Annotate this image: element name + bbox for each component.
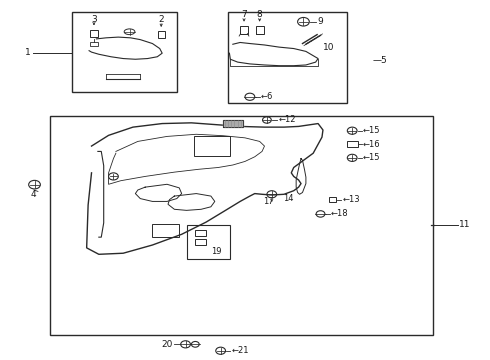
Text: 4: 4 xyxy=(30,190,36,199)
Text: ←15: ←15 xyxy=(363,126,380,135)
Bar xyxy=(158,31,165,38)
Text: —5: —5 xyxy=(373,56,388,65)
Text: 1: 1 xyxy=(25,48,30,57)
Bar xyxy=(90,30,98,37)
Bar xyxy=(194,136,230,156)
Bar xyxy=(329,197,336,202)
Bar xyxy=(228,12,347,103)
Bar xyxy=(50,116,433,336)
Text: 20: 20 xyxy=(162,340,173,349)
Text: 17: 17 xyxy=(263,197,274,206)
Bar xyxy=(187,225,230,259)
Bar xyxy=(240,26,248,34)
Text: ←15: ←15 xyxy=(363,153,380,162)
Bar xyxy=(90,42,98,46)
Bar xyxy=(72,12,177,93)
Bar xyxy=(152,224,179,237)
Text: ←6: ←6 xyxy=(261,92,273,101)
Text: 3: 3 xyxy=(91,15,97,24)
Text: ←13: ←13 xyxy=(343,195,360,204)
Polygon shape xyxy=(223,120,243,127)
Text: 8: 8 xyxy=(257,10,263,19)
Text: ←18: ←18 xyxy=(331,210,348,219)
Text: ←21: ←21 xyxy=(231,346,249,355)
Text: ←12: ←12 xyxy=(278,116,295,125)
Text: 10: 10 xyxy=(323,42,335,51)
Bar xyxy=(195,230,205,236)
Text: 7: 7 xyxy=(241,10,247,19)
Text: 9: 9 xyxy=(317,17,323,26)
Text: 2: 2 xyxy=(158,15,164,24)
Bar xyxy=(195,239,205,245)
Bar xyxy=(347,141,358,147)
Text: 19: 19 xyxy=(211,247,221,256)
Text: 11: 11 xyxy=(460,220,471,229)
Bar xyxy=(256,26,264,34)
Text: ←16: ←16 xyxy=(363,140,381,149)
Text: 14: 14 xyxy=(283,194,294,203)
